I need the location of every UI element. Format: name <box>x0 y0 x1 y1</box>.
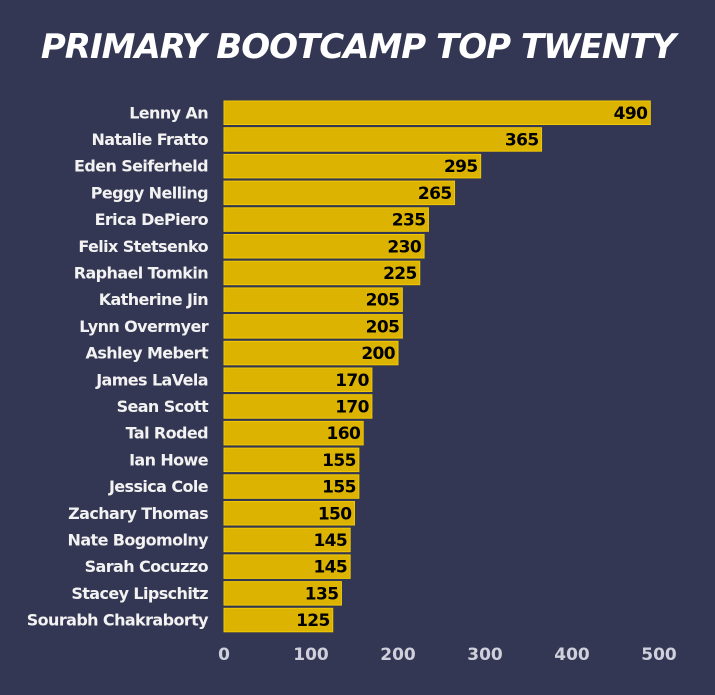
data-label: 235 <box>392 211 426 231</box>
category-label: Raphael Tomkin <box>74 263 208 282</box>
x-tick-label: 500 <box>641 645 677 665</box>
data-label: 170 <box>335 371 369 391</box>
bar <box>223 153 482 179</box>
bar <box>223 340 399 366</box>
category-label: Stacey Lipschitz <box>71 584 208 603</box>
category-label: Ashley Mebert <box>86 344 209 363</box>
x-tick-label: 300 <box>467 645 503 665</box>
bar <box>223 474 360 499</box>
bar <box>223 207 429 232</box>
category-label: Natalie Fratto <box>91 130 208 149</box>
x-tick-label: 400 <box>554 645 590 665</box>
chart-title: PRIMARY BOOTCAMP TOP TWENTY <box>41 27 680 67</box>
data-label: 155 <box>322 478 356 498</box>
bar <box>223 314 403 339</box>
data-label: 295 <box>444 157 478 177</box>
data-label: 490 <box>614 104 648 124</box>
bar <box>223 447 360 473</box>
data-label: 265 <box>418 184 452 204</box>
bar <box>223 394 373 419</box>
x-tick-label: 0 <box>218 645 230 665</box>
data-label: 365 <box>505 130 539 150</box>
data-label: 145 <box>313 558 347 578</box>
bar <box>223 554 351 579</box>
data-label: 205 <box>366 317 400 337</box>
category-label: Sourabh Chakraborty <box>27 611 209 630</box>
data-label: 205 <box>366 291 400 311</box>
category-label: Felix Stetsenko <box>78 237 208 256</box>
data-label: 225 <box>383 264 417 284</box>
category-label: Ian Howe <box>129 450 209 469</box>
bar <box>223 367 373 392</box>
category-label: Eden Seiferheld <box>74 157 208 176</box>
category-label: Erica DePiero <box>95 210 209 229</box>
bar <box>223 100 651 125</box>
category-label: Lenny An <box>129 103 208 122</box>
category-labels: Lenny An Natalie Fratto Eden Seiferheld Peg… <box>27 103 210 630</box>
category-label: Tal Roded <box>126 424 209 443</box>
category-label: Zachary Thomas <box>68 504 208 523</box>
category-label: Peggy Nelling <box>91 183 208 202</box>
data-label: 230 <box>387 237 421 257</box>
category-label: Jessica Cole <box>108 477 209 496</box>
data-label: 145 <box>313 531 347 551</box>
bar <box>223 607 334 633</box>
category-label: Sarah Cocuzzo <box>85 557 209 576</box>
data-label: 150 <box>318 504 352 524</box>
bars-layer <box>223 100 651 633</box>
bar <box>223 287 403 312</box>
data-label: 135 <box>305 584 339 604</box>
category-label: Nate Bogomolny <box>68 530 210 549</box>
data-label: 160 <box>327 424 361 444</box>
category-label: Sean Scott <box>117 397 209 416</box>
category-label: Lynn Overmyer <box>79 317 208 336</box>
x-axis-ticks: 0 100 200 300 400 500 <box>218 645 677 665</box>
category-label: Katherine Jin <box>99 290 209 309</box>
data-label: 200 <box>361 344 395 364</box>
bar <box>223 260 421 286</box>
bar <box>223 127 543 152</box>
bar <box>223 501 355 526</box>
bar <box>223 581 342 606</box>
bar <box>223 234 425 259</box>
x-tick-label: 200 <box>380 645 416 665</box>
category-label: James LaVela <box>95 370 208 389</box>
x-tick-label: 100 <box>293 645 329 665</box>
value-labels: 490 365 295 265 235 230 225 205 205 200 170 170 160 1… <box>296 104 649 631</box>
data-label: 155 <box>322 451 356 471</box>
data-label: 170 <box>335 397 369 417</box>
data-label: 125 <box>296 611 330 631</box>
bar <box>223 527 351 553</box>
bar <box>223 420 364 446</box>
bar <box>223 180 456 206</box>
